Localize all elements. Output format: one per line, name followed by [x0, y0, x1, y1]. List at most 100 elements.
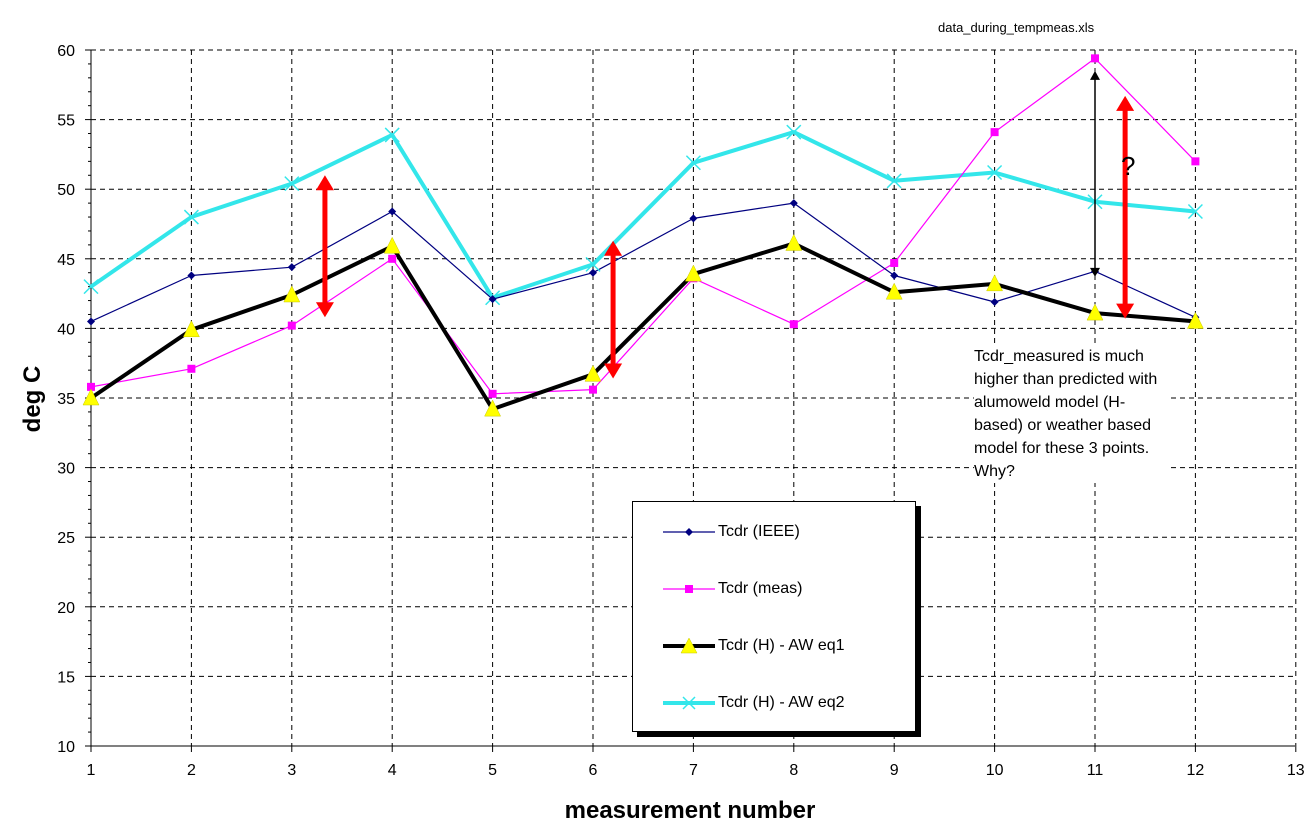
data-point-diamond	[789, 199, 798, 208]
chart-legend: Tcdr (IEEE) Tcdr (meas) Tcdr (H) - AW eq…	[632, 501, 916, 732]
legend-item-aw-eq1: Tcdr (H) - AW eq1	[633, 636, 915, 656]
x-tick-label: 12	[1187, 762, 1205, 779]
x-tick-label: 4	[388, 762, 397, 779]
x-tick-label: 9	[890, 762, 899, 779]
data-point-square	[1191, 157, 1200, 166]
legend-label: Tcdr (H) - AW eq1	[718, 637, 845, 654]
x-axis-title: measurement number	[565, 797, 816, 824]
y-tick-label: 45	[57, 252, 75, 269]
x-tick-label: 8	[789, 762, 798, 779]
data-point-triangle	[785, 233, 803, 251]
data-point-x	[384, 127, 400, 143]
data-point-square	[990, 128, 999, 137]
data-point-x-stroke	[685, 155, 701, 171]
y-tick-label: 10	[57, 739, 75, 756]
data-point-square	[589, 385, 597, 394]
data-point-x-stroke	[585, 256, 601, 272]
data-point-x	[685, 155, 701, 171]
data-point-square	[187, 364, 196, 373]
data-point-square	[890, 258, 899, 267]
data-point-diamond	[990, 297, 999, 306]
data-point-x-stroke	[1187, 203, 1203, 220]
arrow-head-up	[1116, 95, 1135, 111]
data-point-x	[183, 209, 199, 225]
data-point-x	[83, 279, 99, 295]
data-point-diamond	[187, 271, 196, 280]
data-point-triangle	[885, 282, 903, 300]
x-tick-label: 5	[488, 762, 497, 779]
annotation-arrows	[315, 70, 1135, 379]
legend-item-aw-eq2: Tcdr (H) - AW eq2	[633, 693, 915, 713]
data-point-x	[284, 176, 300, 192]
question-mark: ?	[1121, 151, 1135, 181]
data-point-triangle	[182, 320, 200, 338]
x-tick-label: 1	[87, 762, 96, 779]
arrow-head-up	[1090, 70, 1100, 80]
y-tick-label: 40	[57, 321, 75, 338]
data-point-diamond	[287, 263, 296, 272]
data-point-triangle	[986, 274, 1004, 292]
y-tick-label: 55	[57, 113, 75, 130]
arrow-head-down	[315, 302, 334, 318]
data-point-x-stroke	[384, 127, 400, 143]
x-tick-label: 3	[287, 762, 296, 779]
x-tick-label: 11	[1087, 762, 1104, 779]
data-point-triangle	[283, 285, 301, 303]
legend-label: Tcdr (H) - AW eq2	[718, 694, 845, 711]
arrow-head-down	[1116, 303, 1135, 319]
legend-item-ieee: Tcdr (IEEE)	[633, 522, 915, 542]
y-axis-title: deg C	[19, 366, 46, 433]
legend-marker-triangle-icon	[663, 637, 715, 654]
data-point-diamond	[488, 295, 497, 304]
data-point-diamond	[890, 271, 899, 280]
arrow-head-up	[604, 240, 623, 256]
x-tick-label: 13	[1287, 762, 1305, 779]
legend-marker-square-icon	[663, 585, 715, 593]
data-point-triangle	[584, 364, 602, 382]
data-point-x-stroke	[886, 173, 902, 189]
red-double-arrow	[1116, 95, 1135, 319]
data-point-x	[987, 164, 1003, 181]
series-line	[89, 241, 1196, 412]
legend-marker-x-icon	[663, 696, 715, 710]
arrow-head-down	[604, 363, 623, 379]
x-tick-label: 6	[589, 762, 598, 779]
annotation-note: Tcdr_measured is much higher than predic…	[974, 345, 1169, 483]
data-point-x-stroke	[987, 164, 1003, 181]
y-tick-label: 25	[57, 530, 75, 547]
data-point-square	[87, 382, 95, 391]
legend-label: Tcdr (IEEE)	[718, 523, 800, 540]
data-point-x-stroke	[183, 209, 199, 225]
y-tick-label: 60	[57, 43, 75, 60]
data-point-square	[1091, 54, 1099, 63]
data-point-square	[287, 321, 296, 330]
data-point-square	[388, 254, 397, 263]
red-double-arrow	[604, 240, 623, 379]
series-line	[90, 202, 1196, 322]
series-lines	[82, 54, 1204, 417]
file-name-label: data_during_tempmeas.xls	[938, 20, 1095, 35]
legend-item-meas: Tcdr (meas)	[633, 579, 915, 599]
data-point-square	[789, 320, 798, 329]
y-tick-label: 30	[57, 461, 75, 478]
y-tick-label: 50	[57, 182, 75, 199]
series-line	[90, 57, 1196, 395]
y-tick-label: 35	[57, 391, 75, 408]
data-point-x	[786, 124, 802, 140]
data-point-triangle	[1086, 303, 1104, 321]
data-point-x-stroke	[284, 176, 300, 192]
y-tick-label: 20	[57, 600, 75, 617]
data-point-x	[886, 173, 902, 189]
data-point-square	[488, 389, 497, 398]
data-point-x-stroke	[83, 279, 99, 295]
black-double-arrow	[1090, 70, 1100, 277]
data-point-triangle	[82, 388, 100, 406]
arrow-head-up	[315, 175, 334, 191]
data-point-triangle	[1186, 311, 1204, 329]
legend-marker-diamond-icon	[663, 528, 715, 536]
data-point-diamond	[689, 214, 698, 223]
data-point-triangle	[684, 264, 702, 282]
data-point-diamond	[87, 317, 95, 326]
arrow-head-down	[1090, 267, 1100, 277]
